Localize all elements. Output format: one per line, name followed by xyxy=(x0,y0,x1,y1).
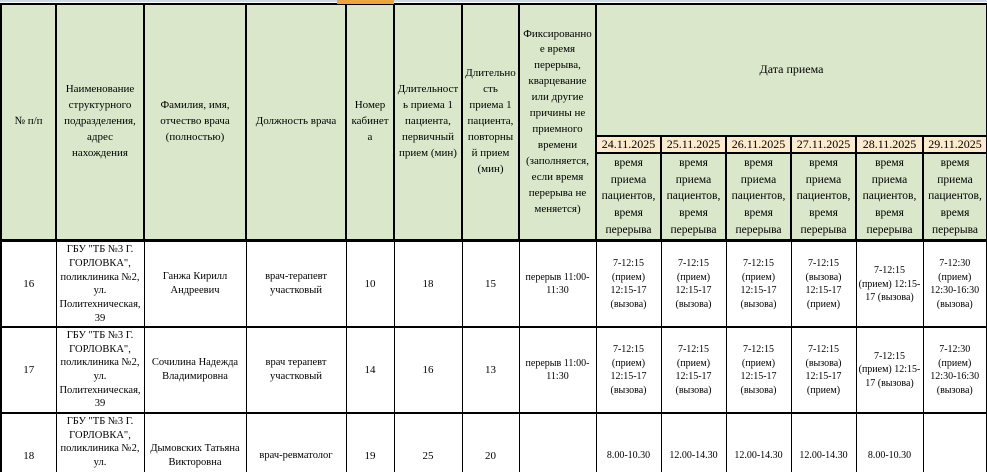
subheader-cell[interactable]: время приема пациентов, время перерыва xyxy=(725,152,792,243)
cell-duration-first[interactable]: 25 xyxy=(393,412,463,472)
cell-duration-repeat[interactable]: 15 xyxy=(461,240,520,329)
table-row: 16 ГБУ "ТБ №3 Г. ГОРЛОВКА", поликлиника … xyxy=(0,240,987,329)
cell-duration-repeat[interactable]: 20 xyxy=(461,412,520,472)
cell-schedule[interactable]: 7-12:15 (прием) 12:15-17 (вызова) xyxy=(595,326,662,415)
cell-schedule[interactable]: 7-12:15 (прием) 12:15-17 (вызова) xyxy=(855,240,924,329)
date-header[interactable]: 26.11.2025 xyxy=(725,135,792,154)
cell-cabinet[interactable]: 14 xyxy=(345,326,395,415)
cutoff-row-edge xyxy=(0,0,987,2)
header-cell-duration-first[interactable]: Длительность приема 1 пациента, первичны… xyxy=(393,3,463,243)
header-cell-duration-repeat[interactable]: Длительность приема 1 пациента, повторны… xyxy=(461,3,520,243)
cell-schedule[interactable]: 7-12:15 (прием) 12:15-17 (вызова) xyxy=(725,240,792,329)
subheader-cell[interactable]: время приема пациентов, время перерыва xyxy=(790,152,857,243)
cell-schedule[interactable]: 7-12:15 (вызова) 12:15-17 (прием) xyxy=(790,326,857,415)
cell-schedule[interactable]: 8.00-10.30 xyxy=(595,412,662,472)
cell-fixed-break[interactable] xyxy=(518,412,597,472)
date-header[interactable]: 27.11.2025 xyxy=(790,135,857,154)
cell-schedule[interactable]: 12.00-14.30 xyxy=(725,412,792,472)
doctors-schedule-table: № п/п Наименование структурного подразде… xyxy=(0,3,987,472)
cell-doctor-name[interactable]: Сочилина Надежда Владимировна xyxy=(143,326,247,415)
cell-department[interactable]: ГБУ "ТБ №3 Г. ГОРЛОВКА", поликлиника №2,… xyxy=(55,326,145,415)
cell-row-number[interactable]: 16 xyxy=(0,240,57,329)
cell-duration-first[interactable]: 18 xyxy=(393,240,463,329)
header-cell-position[interactable]: Должность врача xyxy=(245,3,347,243)
column-highlight-strip xyxy=(337,0,394,4)
cell-position[interactable]: врач-ревматолог xyxy=(245,412,347,472)
cell-position[interactable]: врач терапевт участковый xyxy=(245,326,347,415)
cell-schedule[interactable]: 7-12:15 (вызова) 12:15-17 (прием) xyxy=(790,240,857,329)
header-cell-doctor[interactable]: Фамилия, имя, отчество врача (полностью) xyxy=(143,3,247,243)
cell-schedule[interactable]: 7-12:30 (прием) 12:30-16:30 (вызова) xyxy=(922,326,987,415)
cell-schedule[interactable]: 7-12:15 (прием) 12:15-17 (вызова) xyxy=(660,240,727,329)
dates-row: 24.11.2025 25.11.2025 26.11.2025 27.11.2… xyxy=(1,135,987,154)
cell-schedule[interactable]: 7-12:15 (прием) 12:15-17 (вызова) xyxy=(660,326,727,415)
cell-doctor-name[interactable]: Дымовских Татьяна Викторовна xyxy=(143,412,247,472)
cell-schedule[interactable] xyxy=(922,412,987,472)
table-row: 17 ГБУ "ТБ №3 Г. ГОРЛОВКА", поликлиника … xyxy=(0,326,987,415)
header-row: № п/п Наименование структурного подразде… xyxy=(0,3,987,243)
cell-schedule[interactable]: 7-12:30 (прием) 12:30-16:30 (вызова) xyxy=(922,240,987,329)
date-header[interactable]: 29.11.2025 xyxy=(922,135,987,154)
cell-fixed-break[interactable]: перерыв 11:00-11:30 xyxy=(518,240,597,329)
cell-schedule[interactable]: 12.00-14.30 xyxy=(790,412,857,472)
cell-duration-repeat[interactable]: 13 xyxy=(461,326,520,415)
date-header[interactable]: 25.11.2025 xyxy=(660,135,727,154)
cell-duration-first[interactable]: 16 xyxy=(393,326,463,415)
cell-schedule[interactable]: 8.00-10.30 xyxy=(855,412,924,472)
header-cell-fixed-break[interactable]: Фиксированное время перерыва, кварцевани… xyxy=(518,3,597,243)
date-header[interactable]: 28.11.2025 xyxy=(855,135,924,154)
cell-row-number[interactable]: 18 xyxy=(0,412,57,472)
cell-row-number[interactable]: 17 xyxy=(0,326,57,415)
header-cell-date-group[interactable]: Дата приема xyxy=(595,3,987,137)
cell-department[interactable]: ГБУ "ТБ №3 Г. ГОРЛОВКА", поликлиника №2,… xyxy=(55,240,145,329)
cell-position[interactable]: врач-терапевт участковый xyxy=(245,240,347,329)
cell-doctor-name[interactable]: Ганжа Кирилл Андреевич xyxy=(143,240,247,329)
header-cell-department[interactable]: Наименование структурного подразделения,… xyxy=(55,3,145,243)
cell-cabinet[interactable]: 19 xyxy=(345,412,395,472)
cell-cabinet[interactable]: 10 xyxy=(345,240,395,329)
subheader-cell[interactable]: время приема пациентов, время перерыва xyxy=(922,152,987,243)
subheader-row: время приема пациентов, время перерыва в… xyxy=(1,152,987,243)
table-row: 18 ГБУ "ТБ №3 Г. ГОРЛОВКА", поликлиника … xyxy=(0,412,987,472)
cell-schedule[interactable]: 7-12:15 (прием) 12:15-17 (вызова) xyxy=(725,326,792,415)
cell-schedule[interactable]: 7-12:15 (прием) 12:15-17 (вызова) xyxy=(595,240,662,329)
subheader-cell[interactable]: время приема пациентов, время перерыва xyxy=(660,152,727,243)
cell-schedule[interactable]: 7-12:15 (прием) 12:15-17 (вызова) xyxy=(855,326,924,415)
cell-schedule[interactable]: 12.00-14.30 xyxy=(660,412,727,472)
subheader-cell[interactable]: время приема пациентов, время перерыва xyxy=(855,152,924,243)
header-cell-cabinet[interactable]: Номер кабинета xyxy=(345,3,395,243)
cell-fixed-break[interactable]: перерыв 11:00-11:30 xyxy=(518,326,597,415)
subheader-cell[interactable]: время приема пациентов, время перерыва xyxy=(595,152,662,243)
header-cell-num[interactable]: № п/п xyxy=(0,3,57,243)
date-header[interactable]: 24.11.2025 xyxy=(595,135,662,154)
cell-department[interactable]: ГБУ "ТБ №3 Г. ГОРЛОВКА", поликлиника №2,… xyxy=(55,412,145,472)
